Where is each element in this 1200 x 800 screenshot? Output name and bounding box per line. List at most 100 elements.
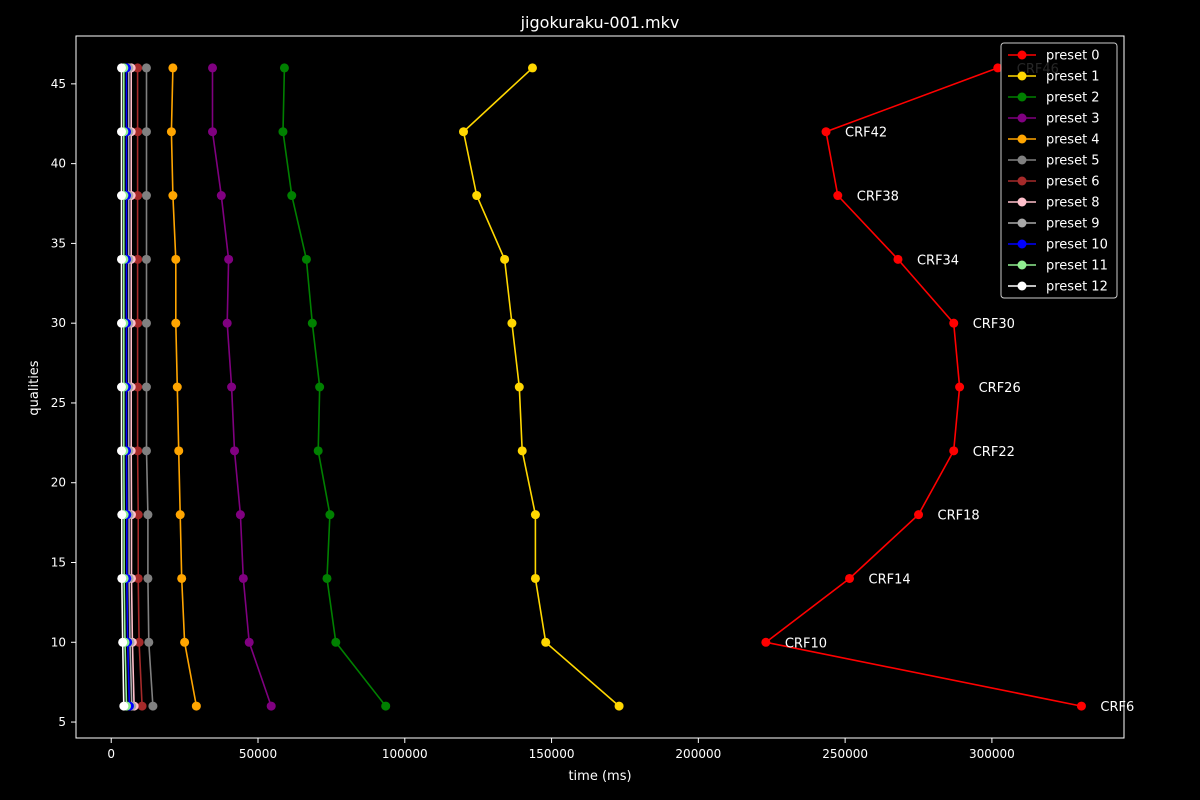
data-point (1076, 701, 1086, 711)
data-point (322, 573, 332, 583)
data-point (171, 318, 181, 328)
data-point (141, 446, 151, 456)
series-preset-2 (278, 63, 391, 711)
data-point (514, 382, 524, 392)
data-point (166, 127, 176, 137)
x-tick-label: 200000 (675, 747, 721, 761)
legend-marker (1017, 92, 1027, 102)
plot-frame (75, 35, 1125, 739)
legend-marker (1017, 71, 1027, 81)
data-point (230, 446, 240, 456)
legend-marker (1017, 176, 1027, 186)
data-point (845, 573, 855, 583)
legend-label: preset 8 (1046, 196, 1100, 211)
data-point (134, 637, 144, 647)
crf-label: CRF34 (917, 253, 959, 268)
legend-marker (1017, 260, 1027, 270)
legend-entry: preset 1 (1008, 70, 1100, 85)
legend-entry: preset 12 (1008, 280, 1108, 295)
legend-label: preset 12 (1046, 280, 1108, 295)
legend-label: preset 2 (1046, 91, 1100, 106)
data-point (144, 637, 154, 647)
y-axis: 5 10 15 20 25 30 35 40 45 (51, 77, 76, 729)
data-point (331, 637, 341, 647)
data-point (141, 382, 151, 392)
crf-label: CRF22 (973, 445, 1015, 460)
series-layer (117, 63, 1086, 711)
legend-marker (1017, 239, 1027, 249)
legend-entry: preset 3 (1008, 112, 1100, 127)
data-point (761, 637, 771, 647)
data-point (117, 63, 127, 73)
y-tick-label: 25 (51, 396, 66, 410)
legend-marker (1017, 134, 1027, 144)
legend-entry: preset 5 (1008, 154, 1100, 169)
legend-marker (1017, 155, 1027, 165)
legend-label: preset 6 (1046, 175, 1100, 190)
legend-entry: preset 10 (1008, 238, 1108, 253)
data-point (191, 701, 201, 711)
data-point (117, 446, 127, 456)
series-preset-12 (117, 63, 129, 711)
legend-entry: preset 9 (1008, 217, 1100, 232)
data-point (141, 254, 151, 264)
legend-label: preset 1 (1046, 70, 1100, 85)
data-point (287, 191, 297, 201)
data-point (517, 446, 527, 456)
data-point (118, 637, 128, 647)
data-point (833, 191, 843, 201)
data-point (313, 446, 323, 456)
data-point (143, 573, 153, 583)
data-point (949, 446, 959, 456)
crf-label: CRF26 (979, 381, 1021, 396)
data-point (117, 510, 127, 520)
data-point (993, 63, 1003, 73)
data-point (117, 573, 127, 583)
data-point (500, 254, 510, 264)
legend-label: preset 11 (1046, 259, 1108, 274)
data-point (208, 127, 218, 137)
x-tick-label: 250000 (822, 747, 868, 761)
data-point (235, 510, 245, 520)
x-tick-label: 150000 (529, 747, 575, 761)
data-point (530, 510, 540, 520)
y-tick-label: 15 (51, 556, 66, 570)
y-tick-label: 40 (51, 157, 66, 171)
legend: preset 0 preset 1 preset 2 preset 3 preset 4… (1000, 42, 1118, 299)
crf-label: CRF30 (973, 317, 1015, 332)
legend-marker (1017, 113, 1027, 123)
data-point (117, 191, 127, 201)
legend-label: preset 0 (1046, 49, 1100, 64)
data-point (527, 63, 537, 73)
data-point (238, 573, 248, 583)
legend-label: preset 4 (1046, 133, 1100, 148)
data-point (315, 382, 325, 392)
x-axis-label: time (ms) (568, 769, 631, 784)
data-point (227, 382, 237, 392)
legend-entry: preset 8 (1008, 196, 1100, 211)
legend-box (1000, 42, 1118, 299)
data-point (893, 254, 903, 264)
data-point (222, 318, 232, 328)
data-point (133, 127, 143, 137)
data-point (133, 510, 143, 520)
data-point (301, 254, 311, 264)
data-point (133, 318, 143, 328)
data-point (325, 510, 335, 520)
data-point (914, 510, 924, 520)
data-point (216, 191, 226, 201)
series-preset-5 (141, 63, 158, 711)
data-point (137, 701, 147, 711)
data-point (141, 318, 151, 328)
data-point (117, 127, 127, 137)
data-point (117, 382, 127, 392)
y-axis-label: qualities (27, 360, 42, 415)
y-tick-label: 30 (51, 316, 66, 330)
data-point (541, 637, 551, 647)
data-point (133, 382, 143, 392)
series-preset-1 (458, 63, 624, 711)
data-point (381, 701, 391, 711)
y-tick-label: 20 (51, 476, 66, 490)
data-point (174, 446, 184, 456)
